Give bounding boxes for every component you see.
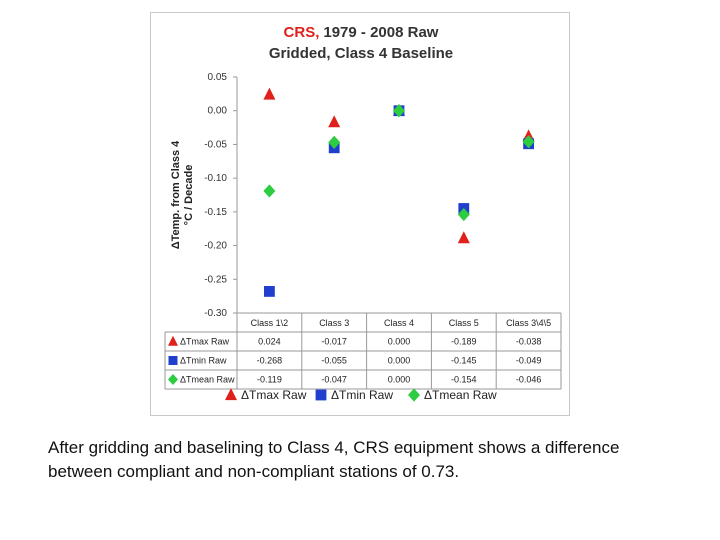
table-series-name: ΔTmin Raw bbox=[180, 356, 227, 366]
data-point-triangle bbox=[263, 87, 276, 100]
legend-marker bbox=[315, 389, 327, 401]
y-axis-label-line2: °C / Decade bbox=[183, 165, 195, 226]
data-point-square bbox=[264, 286, 275, 297]
y-tick-label: -0.15 bbox=[204, 207, 227, 218]
chart-title-line2: Gridded, Class 4 Baseline bbox=[269, 45, 453, 62]
grid-layer bbox=[233, 76, 238, 314]
table-cell-value: 0.000 bbox=[388, 337, 411, 347]
table-cell-value: -0.047 bbox=[321, 375, 347, 385]
legend-label: ΔTmax Raw bbox=[241, 388, 307, 402]
table-cell-value: -0.046 bbox=[516, 375, 542, 385]
chart-title-line1: CRS, 1979 - 2008 Raw bbox=[284, 24, 439, 41]
table-legend-marker bbox=[168, 374, 178, 385]
table-legend-marker bbox=[168, 356, 178, 365]
y-tick-label: -0.30 bbox=[204, 308, 227, 319]
data-point-diamond bbox=[393, 104, 405, 118]
table-cell-value: -0.119 bbox=[257, 375, 282, 385]
table-cell-value: -0.017 bbox=[321, 337, 347, 347]
table-cell-value: -0.268 bbox=[257, 356, 283, 366]
category-label: Class 3\4\5 bbox=[506, 318, 551, 328]
y-tick-label: -0.20 bbox=[204, 241, 227, 252]
table-cell-value: -0.189 bbox=[451, 337, 477, 347]
caption: After gridding and baselining to Class 4… bbox=[48, 438, 620, 481]
y-tick-label: 0.00 bbox=[208, 106, 228, 117]
legend: ΔTmax Raw ΔTmin Raw ΔTmean Raw bbox=[225, 388, 497, 402]
legend-label: ΔTmin Raw bbox=[331, 388, 393, 402]
data-table: Class 1\2 Class 3 Class 4 Class 5 Class 3\4\… bbox=[164, 312, 562, 390]
y-axis-label-line1: ΔTemp. from Class 4 bbox=[170, 140, 182, 249]
legend-label: ΔTmean Raw bbox=[424, 388, 497, 402]
chart-svg: CRS, 1979 - 2008 Raw Gridded, Class 4 Bas… bbox=[164, 24, 562, 402]
table-cell-value: -0.145 bbox=[451, 356, 477, 366]
table-legend-marker bbox=[168, 335, 178, 346]
chart-title-rest: 1979 - 2008 Raw bbox=[323, 24, 438, 41]
category-label: Class 1\2 bbox=[251, 318, 289, 328]
table-series-name: ΔTmax Raw bbox=[180, 337, 230, 347]
category-label: Class 3 bbox=[319, 318, 349, 328]
category-label: Class 4 bbox=[384, 318, 414, 328]
table-cell-value: -0.154 bbox=[451, 375, 477, 385]
chart-frame: CRS, 1979 - 2008 Raw Gridded, Class 4 Bas… bbox=[150, 12, 570, 416]
data-point-diamond bbox=[328, 135, 341, 150]
data-point-triangle bbox=[328, 115, 341, 128]
table-cell-value: 0.000 bbox=[388, 356, 411, 366]
category-label: Class 5 bbox=[449, 318, 479, 328]
y-tick-label: 0.05 bbox=[208, 72, 228, 83]
table-cell-value: -0.055 bbox=[321, 356, 347, 366]
table-cell-value: 0.024 bbox=[258, 337, 281, 347]
chart-title-red: CRS, bbox=[284, 24, 320, 41]
data-point-diamond bbox=[263, 184, 276, 198]
legend-marker bbox=[408, 388, 420, 402]
table-cell-value: -0.049 bbox=[516, 356, 542, 366]
data-point-diamond bbox=[522, 135, 535, 149]
table-series-name: ΔTmean Raw bbox=[180, 375, 235, 385]
y-tick-label: -0.05 bbox=[204, 139, 227, 150]
data-point-diamond bbox=[457, 207, 470, 222]
table-cell-value: -0.038 bbox=[516, 337, 542, 347]
table-cell-value: 0.000 bbox=[388, 375, 411, 385]
legend-marker bbox=[225, 388, 237, 401]
y-tick-label: -0.10 bbox=[204, 173, 227, 184]
y-tick-label: -0.25 bbox=[204, 274, 227, 285]
data-point-triangle bbox=[457, 231, 470, 244]
data-markers bbox=[263, 87, 535, 297]
y-tick-labels: 0.05 0.00 -0.05 -0.10 -0.15 -0.20 -0.25 -0.30 bbox=[204, 72, 227, 319]
